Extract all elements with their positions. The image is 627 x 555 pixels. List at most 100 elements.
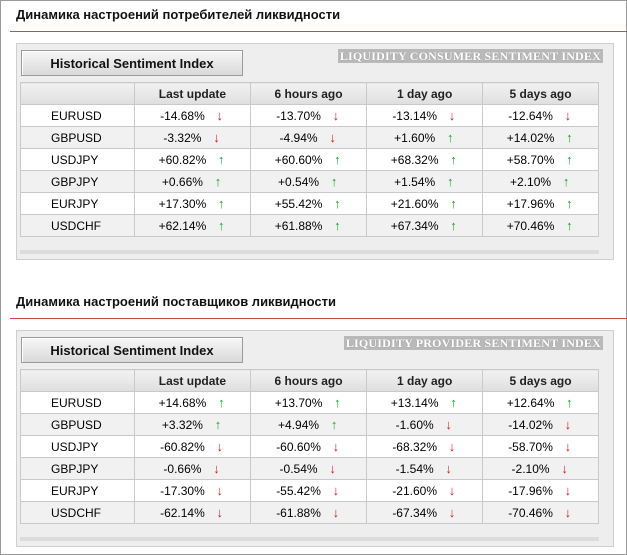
- sentiment-value: +13.70%: [274, 396, 323, 410]
- sentiment-value-cell: +21.60% ↑: [366, 192, 484, 215]
- sentiment-value: -70.46%: [508, 506, 553, 520]
- sentiment-value: +62.14%: [158, 219, 207, 233]
- sentiment-value-cell: +14.68% ↑: [134, 391, 251, 414]
- provider-table-scrollbar[interactable]: [20, 537, 599, 541]
- consumer-sentiment-panel: Historical Sentiment Index LIQUIDITY CON…: [16, 43, 614, 260]
- arrow-up-icon: ↑: [450, 152, 457, 167]
- arrow-up-icon: ↑: [446, 174, 454, 189]
- consumer-section-title: Динамика настроений потребителей ликвидн…: [16, 7, 341, 22]
- table-row: EURUSD +14.68% ↑ +13.70% ↑ +13.14% ↑ +12.64% ↑: [20, 391, 599, 414]
- arrow-down-icon: ↓: [332, 505, 340, 520]
- sentiment-value-cell: +58.70% ↑: [482, 148, 599, 171]
- sentiment-value-cell: -1.54% ↓: [366, 457, 484, 480]
- sentiment-value: -62.14%: [160, 506, 205, 520]
- sentiment-value: +0.54%: [278, 175, 320, 189]
- arrow-up-icon: ↑: [446, 130, 454, 145]
- sentiment-value: +67.34%: [390, 219, 439, 233]
- table-row: GBPJPY +0.66% ↑ +0.54% ↑ +1.54% ↑ +2.10% ↑: [20, 170, 599, 193]
- table-header-row: Last update 6 hours ago 1 day ago 5 days ag…: [20, 82, 599, 105]
- table-row: GBPJPY -0.66% ↓ -0.54% ↓ -1.54% ↓ -2.10% ↓: [20, 457, 599, 480]
- arrow-down-icon: ↓: [216, 439, 224, 454]
- provider-sentiment-panel: Historical Sentiment Index LIQUIDITY PRO…: [16, 330, 614, 547]
- currency-pair-cell: EURUSD: [20, 104, 135, 127]
- table-row: USDJPY +60.82% ↑ +60.60% ↑ +68.32% ↑ +58.70% ↑: [20, 148, 599, 171]
- sentiment-value-cell: -60.60% ↓: [249, 435, 368, 458]
- sentiment-value: +14.68%: [158, 396, 207, 410]
- consumer-table-scrollbar[interactable]: [20, 250, 599, 254]
- arrow-down-icon: ↓: [448, 483, 456, 498]
- sentiment-value: -61.88%: [276, 506, 321, 520]
- sentiment-value: +1.54%: [394, 175, 436, 189]
- column-header: 5 days ago: [482, 82, 599, 105]
- sentiment-value-cell: -17.30% ↓: [134, 479, 251, 502]
- column-header: 1 day ago: [366, 369, 484, 392]
- sentiment-value: -58.70%: [508, 440, 553, 454]
- column-header: 6 hours ago: [249, 369, 368, 392]
- sentiment-value-cell: +17.96% ↑: [482, 192, 599, 215]
- provider-sentiment-table: Last update 6 hours ago 1 day ago 5 days ag…: [20, 369, 599, 524]
- arrow-down-icon: ↓: [564, 505, 572, 520]
- arrow-down-icon: ↓: [216, 108, 224, 123]
- arrow-down-icon: ↓: [564, 483, 572, 498]
- sentiment-value-cell: -0.66% ↓: [134, 457, 251, 480]
- sentiment-value: -13.70%: [276, 109, 321, 123]
- sentiment-value: +60.82%: [158, 153, 207, 167]
- currency-pair-cell: USDJPY: [20, 435, 135, 458]
- consumer-title-rule: [10, 31, 627, 32]
- arrow-up-icon: ↑: [562, 174, 570, 189]
- sentiment-value-cell: -60.82% ↓: [134, 435, 251, 458]
- arrow-down-icon: ↓: [216, 505, 224, 520]
- provider-section-title: Динамика настроений поставщиков ликвидно…: [16, 294, 337, 309]
- column-header: 1 day ago: [366, 82, 484, 105]
- arrow-down-icon: ↓: [213, 130, 220, 145]
- sentiment-value-cell: +14.02% ↑: [482, 126, 599, 149]
- arrow-down-icon: ↓: [332, 439, 340, 454]
- sentiment-value-cell: +12.64% ↑: [482, 391, 599, 414]
- arrow-up-icon: ↑: [218, 152, 225, 167]
- currency-pair-cell: GBPJPY: [20, 170, 135, 193]
- sentiment-value-cell: +3.32% ↑: [134, 413, 251, 436]
- sentiment-value-cell: -21.60% ↓: [366, 479, 484, 502]
- sentiment-value: +68.32%: [390, 153, 439, 167]
- currency-pair-cell: EURUSD: [20, 391, 135, 414]
- table-row: EURUSD -14.68% ↓ -13.70% ↓ -13.14% ↓ -12.64% ↓: [20, 104, 599, 127]
- sentiment-value-cell: -13.70% ↓: [249, 104, 368, 127]
- sentiment-value: -0.54%: [279, 462, 318, 476]
- sentiment-value-cell: -4.94% ↓: [249, 126, 368, 149]
- sentiment-value: +55.42%: [274, 197, 323, 211]
- arrow-up-icon: ↑: [334, 218, 341, 233]
- historical-sentiment-index-button[interactable]: Historical Sentiment Index: [21, 50, 243, 76]
- sentiment-value-cell: -68.32% ↓: [366, 435, 484, 458]
- currency-pair-cell: GBPUSD: [20, 413, 135, 436]
- sentiment-value-cell: -70.46% ↓: [482, 501, 599, 524]
- sentiment-value: -0.66%: [163, 462, 202, 476]
- arrow-up-icon: ↑: [334, 152, 341, 167]
- arrow-down-icon: ↓: [213, 461, 220, 476]
- arrow-up-icon: ↑: [330, 417, 338, 432]
- arrow-down-icon: ↓: [329, 130, 336, 145]
- arrow-down-icon: ↓: [445, 417, 452, 432]
- table-row: GBPUSD +3.32% ↑ +4.94% ↑ -1.60% ↓ -14.02% ↓: [20, 413, 599, 436]
- sentiment-value: +4.94%: [278, 418, 320, 432]
- sentiment-value-cell: -1.60% ↓: [366, 413, 484, 436]
- column-header: 5 days ago: [482, 369, 599, 392]
- sentiment-value: -2.10%: [511, 462, 550, 476]
- sentiment-value: +17.30%: [158, 197, 207, 211]
- arrow-up-icon: ↑: [330, 174, 338, 189]
- sentiment-value-cell: -14.02% ↓: [482, 413, 599, 436]
- arrow-up-icon: ↑: [450, 395, 457, 410]
- arrow-up-icon: ↑: [566, 130, 573, 145]
- sentiment-value-cell: +1.54% ↑: [366, 170, 484, 193]
- historical-sentiment-index-button[interactable]: Historical Sentiment Index: [21, 337, 243, 363]
- arrow-up-icon: ↑: [218, 395, 225, 410]
- arrow-up-icon: ↑: [566, 196, 573, 211]
- sentiment-value: -1.60%: [395, 418, 434, 432]
- currency-pair-cell: USDCHF: [20, 501, 135, 524]
- sentiment-value: +58.70%: [506, 153, 555, 167]
- sentiment-value: -17.30%: [160, 484, 205, 498]
- column-header: 6 hours ago: [249, 82, 368, 105]
- sentiment-value: +2.10%: [510, 175, 552, 189]
- sentiment-value: +3.32%: [161, 418, 203, 432]
- arrow-down-icon: ↓: [329, 461, 336, 476]
- sentiment-value: -3.32%: [163, 131, 202, 145]
